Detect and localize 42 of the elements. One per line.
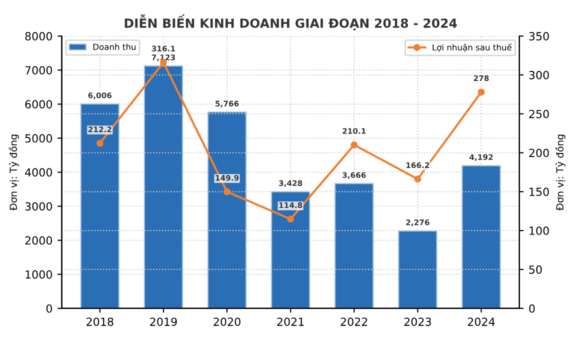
y2-tick-label: 50 xyxy=(529,265,542,274)
bar xyxy=(334,183,374,308)
y2-tick-label: 100 xyxy=(530,226,549,235)
x-tick-label: 2018 xyxy=(86,318,114,326)
y2-tick-label: 200 xyxy=(529,148,549,158)
y-tick-label: 0 xyxy=(46,304,52,313)
y-tick-label: 4000 xyxy=(25,168,52,177)
point xyxy=(478,88,485,96)
y2-tick-label: 350 xyxy=(529,32,549,40)
y-axis-title: Đơn vị: Tỷ đồng xyxy=(8,134,19,211)
point xyxy=(350,141,358,148)
y2-tick-label: 0 xyxy=(529,304,535,313)
bar xyxy=(144,65,184,308)
y2-tick-label: 250 xyxy=(529,110,549,118)
bar xyxy=(80,103,120,308)
y-tick-label: 6000 xyxy=(25,100,52,109)
y-tick-label: 1000 xyxy=(26,270,52,279)
bar xyxy=(207,112,247,308)
point xyxy=(287,216,294,223)
legend-label: Doanh thu xyxy=(93,44,136,50)
point xyxy=(96,140,104,147)
legend-label: Lợi nhuận sau thuế xyxy=(432,43,512,52)
bar xyxy=(398,230,438,308)
x-tick-label: 2022 xyxy=(340,318,368,326)
y2-tick-label: 300 xyxy=(529,70,549,80)
x-tick-label: 2019 xyxy=(150,318,177,326)
y-tick-label: 5000 xyxy=(25,134,52,143)
y-tick-label: 7000 xyxy=(25,66,52,74)
y2-axis-title: Đơn vị: Tỷ đồng xyxy=(555,134,566,211)
y-tick-label: 2000 xyxy=(25,236,52,245)
point xyxy=(414,176,422,183)
chart-title: DIỄN BIẾN KINH DOANH GIAI ĐOẠN 2018 - 2024 xyxy=(124,14,457,30)
x-tick-label: 2023 xyxy=(404,318,431,326)
bar xyxy=(270,191,310,308)
bar xyxy=(462,165,501,308)
y-tick-label: 8000 xyxy=(25,32,52,40)
y-tick-label: 3000 xyxy=(25,202,52,211)
y2-tick-label: 150 xyxy=(530,188,549,196)
x-tick-label: 2021 xyxy=(277,318,304,326)
x-tick-label: 2020 xyxy=(214,318,240,326)
x-tick-label: 2024 xyxy=(468,318,495,326)
point xyxy=(224,188,230,196)
